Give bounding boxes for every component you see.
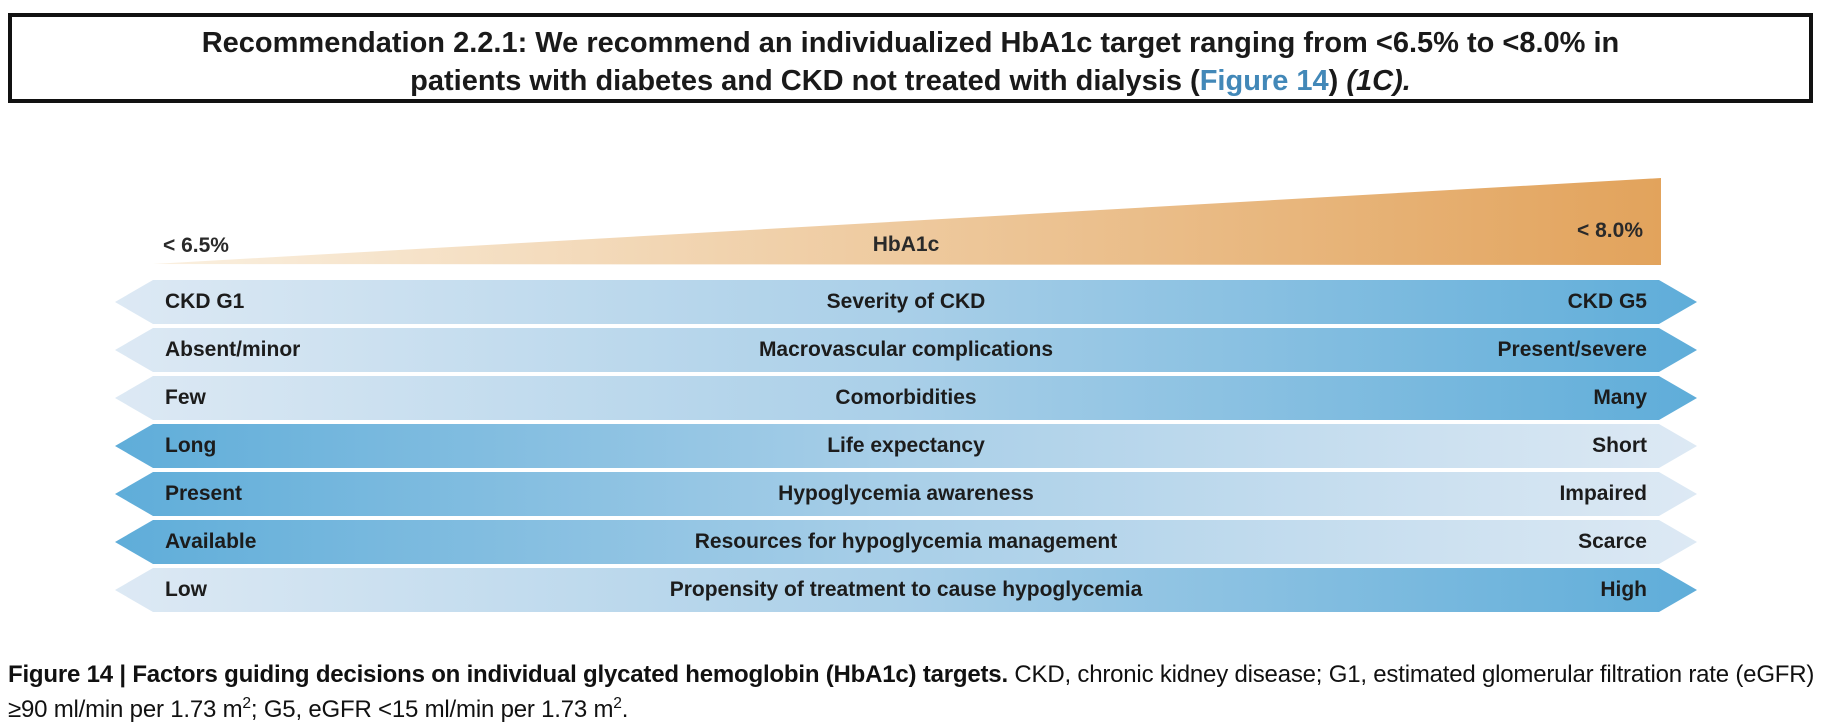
factor-bar: CKD G1 Severity of CKD CKD G5 [115, 280, 1697, 324]
bar-label-center: Resources for hypoglycemia management [694, 530, 1118, 553]
recommendation-line2-close: ) [1328, 65, 1347, 97]
caption-abbrev-1: CKD, chronic kidney disease; G1, estimat… [8, 661, 1815, 723]
bar-label-center: Severity of CKD [826, 290, 986, 313]
bar-label-right: Present/severe [1497, 338, 1647, 361]
bar-label-right: CKD G5 [1567, 290, 1647, 313]
caption-abbrev-2: ; G5, eGFR <15 ml/min per 1.73 m [250, 696, 614, 723]
figure-caption: Figure 14 | Factors guiding decisions on… [8, 657, 1826, 727]
bar-label-left: Available [165, 530, 257, 553]
factor-bar: Absent/minor Macrovascular complications P… [115, 328, 1697, 372]
bar-label-right: High [1600, 578, 1647, 601]
factor-bar: Available Resources for hypoglycemia mana… [115, 520, 1697, 564]
bar-label-right: Impaired [1559, 482, 1647, 505]
recommendation-line2-prefix: patients with diabetes and CKD not treat… [410, 65, 1200, 97]
factor-bars: CKD G1 Severity of CKD CKD G5 Absent/minor M… [115, 280, 1697, 616]
hba1c-high-label: < 8.0% [1577, 219, 1643, 242]
bar-label-left: CKD G1 [165, 290, 245, 313]
recommendation-line1: Recommendation 2.2.1: We recommend an in… [201, 27, 1620, 59]
caption-period: . [621, 696, 629, 723]
factor-bar: Few Comorbidities Many [115, 376, 1697, 420]
bar-label-center: Hypoglycemia awareness [778, 482, 1034, 505]
bar-label-left: Few [165, 386, 206, 409]
wedge-shape [153, 178, 1661, 265]
factor-bar: Low Propensity of treatment to cause hypo… [115, 568, 1697, 612]
bar-label-center: Comorbidities [835, 386, 977, 409]
factor-bar: Present Hypoglycemia awareness Impaired [115, 472, 1697, 516]
bar-label-right: Scarce [1578, 530, 1647, 553]
bar-label-right: Many [1593, 386, 1647, 409]
caption-sup-1: 2 [242, 695, 251, 712]
caption-title: Figure 14 | Factors guiding decisions on… [8, 661, 1008, 688]
recommendation-line2: patients with diabetes and CKD not treat… [30, 62, 1791, 100]
bar-label-left: Absent/minor [165, 338, 301, 361]
bar-label-center: Life expectancy [827, 434, 985, 457]
bar-label-right: Short [1592, 434, 1647, 457]
recommendation-box: Recommendation 2.2.1: We recommend an in… [8, 13, 1813, 103]
figure-14-link[interactable]: Figure 14 [1199, 65, 1329, 97]
bar-label-center: Macrovascular complications [758, 338, 1054, 361]
bar-label-left: Long [165, 434, 217, 457]
hba1c-axis-label: HbA1c [872, 233, 940, 256]
bar-label-left: Present [165, 482, 243, 505]
hba1c-low-label: < 6.5% [163, 234, 229, 257]
hba1c-gradient-wedge [153, 178, 1661, 265]
bar-label-center: Propensity of treatment to cause hypogly… [669, 578, 1143, 601]
bar-label-left: Low [165, 578, 207, 601]
evidence-grade: (1C). [1346, 65, 1411, 97]
factor-bar: Long Life expectancy Short [115, 424, 1697, 468]
caption-sup-2: 2 [613, 695, 622, 712]
